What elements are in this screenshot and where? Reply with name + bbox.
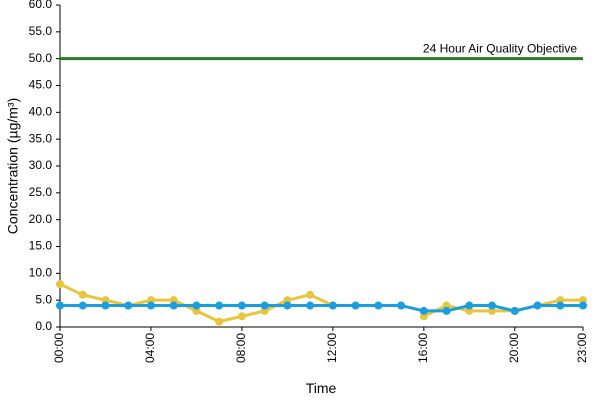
point <box>465 301 474 310</box>
y-tick-label: 55.0 <box>29 24 53 38</box>
point <box>556 301 565 310</box>
point <box>192 301 201 310</box>
point <box>374 301 383 310</box>
point <box>579 301 587 310</box>
y-tick-label: 15.0 <box>29 239 53 253</box>
y-tick-label: 40.0 <box>29 105 53 119</box>
point <box>124 301 133 310</box>
x-tick-label: 04:00 <box>143 333 157 363</box>
y-tick-label: 60.0 <box>29 0 53 11</box>
point <box>306 290 315 299</box>
y-tick-label: 5.0 <box>35 292 52 306</box>
y-tick-label: 20.0 <box>29 212 53 226</box>
point <box>146 301 155 310</box>
point <box>351 301 360 310</box>
y-tick-label: 10.0 <box>29 266 53 280</box>
point <box>533 301 542 310</box>
point <box>397 301 406 310</box>
series-line <box>59 282 583 324</box>
point <box>306 301 315 310</box>
objective-label: 24 Hour Air Quality Objective <box>423 42 577 56</box>
x-tick-label: 20:00 <box>507 333 521 363</box>
point <box>78 290 87 299</box>
y-tick-label: 35.0 <box>29 131 53 145</box>
x-tick-label: 00:00 <box>52 333 66 363</box>
point <box>169 301 178 310</box>
point <box>215 317 224 326</box>
point <box>283 301 292 310</box>
point <box>56 301 64 310</box>
point <box>488 301 497 310</box>
y-axis-title: Concentration (µg/m³) <box>5 98 21 234</box>
point <box>101 301 110 310</box>
point <box>237 301 246 310</box>
x-tick-label: 23:00 <box>575 333 589 363</box>
point <box>510 306 519 315</box>
x-axis-title: Time <box>306 380 337 396</box>
y-tick-label: 45.0 <box>29 78 53 92</box>
point <box>56 280 64 289</box>
y-tick-label: 25.0 <box>29 185 53 199</box>
point <box>442 306 451 315</box>
x-tick-label: 12:00 <box>325 333 339 363</box>
point <box>215 301 224 310</box>
point <box>419 306 428 315</box>
x-tick-label: 08:00 <box>234 333 248 363</box>
point <box>328 301 337 310</box>
y-tick-label: 0.0 <box>35 319 52 333</box>
y-tick-label: 30.0 <box>29 158 53 172</box>
point <box>237 312 246 321</box>
point <box>78 301 87 310</box>
y-tick-label: 50.0 <box>29 51 53 65</box>
point <box>260 301 269 310</box>
x-tick-label: 16:00 <box>416 333 430 363</box>
